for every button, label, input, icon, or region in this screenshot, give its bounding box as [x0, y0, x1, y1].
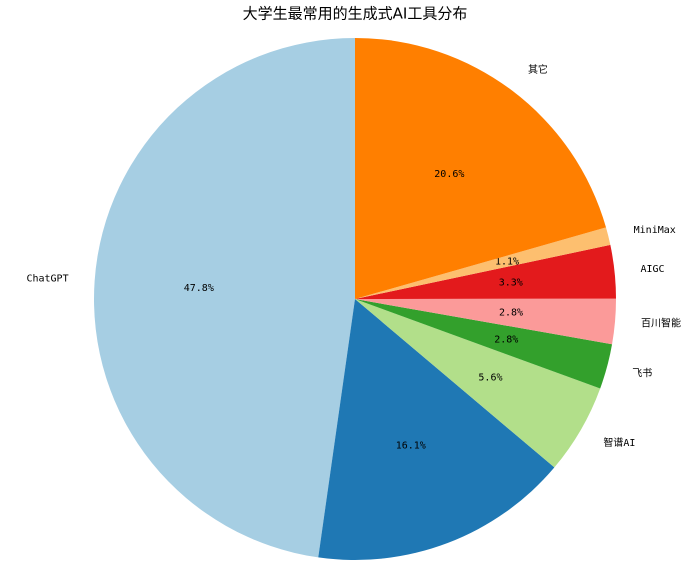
category-label: 飞书	[632, 367, 652, 379]
pie-slice	[355, 299, 601, 468]
value-label: 16.1%	[396, 440, 426, 451]
pie-slice	[94, 38, 356, 558]
category-label: AIGC	[641, 264, 665, 275]
value-label: 5.6%	[478, 373, 502, 384]
value-label: 1.1%	[495, 256, 519, 267]
pie-slice	[355, 227, 611, 299]
pie-slice	[355, 38, 606, 299]
category-label: 百川智能	[641, 317, 681, 330]
pie-slice	[318, 299, 555, 560]
category-label: 智谱AI	[603, 436, 635, 449]
category-label: MiniMax	[634, 225, 676, 236]
value-label: 20.6%	[434, 169, 464, 180]
pie-slice	[355, 298, 616, 345]
category-label: 其它	[528, 63, 548, 76]
category-label: ChatGPT	[26, 274, 68, 285]
chart-title: 大学生最常用的生成式AI工具分布	[243, 5, 468, 23]
value-label: 2.8%	[499, 307, 523, 318]
value-label: 47.8%	[184, 283, 214, 294]
value-label: 3.3%	[499, 278, 523, 289]
pie-slice	[355, 299, 613, 389]
value-label: 2.8%	[494, 335, 518, 346]
pie-slice	[355, 244, 616, 299]
